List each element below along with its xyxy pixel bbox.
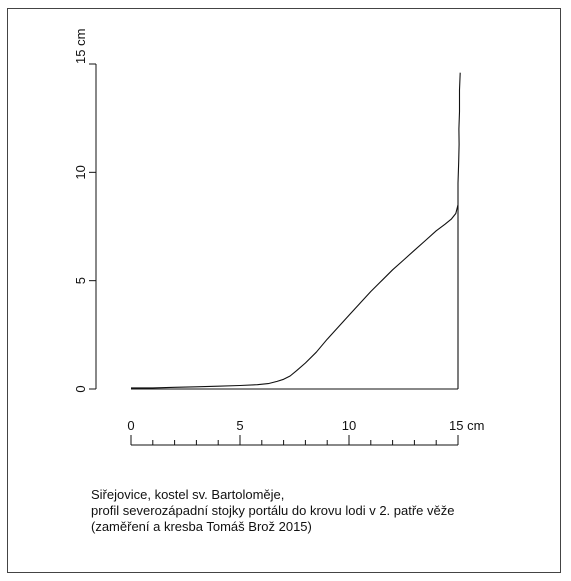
drawing-frame: [7, 8, 561, 573]
y-tick-label: 10: [73, 165, 88, 179]
x-tick-label: 0: [127, 418, 134, 433]
x-axis: 0 5 10 15 cm: [127, 418, 484, 446]
y-axis: 0 5 10 15 cm: [73, 29, 97, 393]
x-tick-label: 10: [342, 418, 356, 433]
caption-line-3: (zaměření a kresba Tomáš Brož 2015): [91, 519, 312, 534]
profile-curve: [131, 72, 461, 389]
y-tick-label: 0: [73, 385, 88, 392]
y-tick-label: 5: [73, 277, 88, 284]
caption: Siřejovice, kostel sv. Bartoloměje, prof…: [91, 487, 454, 535]
caption-line-2: profil severozápadní stojky portálu do k…: [91, 503, 455, 518]
x-tick-label: 15 cm: [449, 418, 484, 433]
profile-plot: [131, 72, 461, 390]
x-tick-label: 5: [236, 418, 243, 433]
caption-line-1: Siřejovice, kostel sv. Bartoloměje,: [91, 487, 285, 502]
y-tick-label: 15 cm: [73, 29, 88, 64]
